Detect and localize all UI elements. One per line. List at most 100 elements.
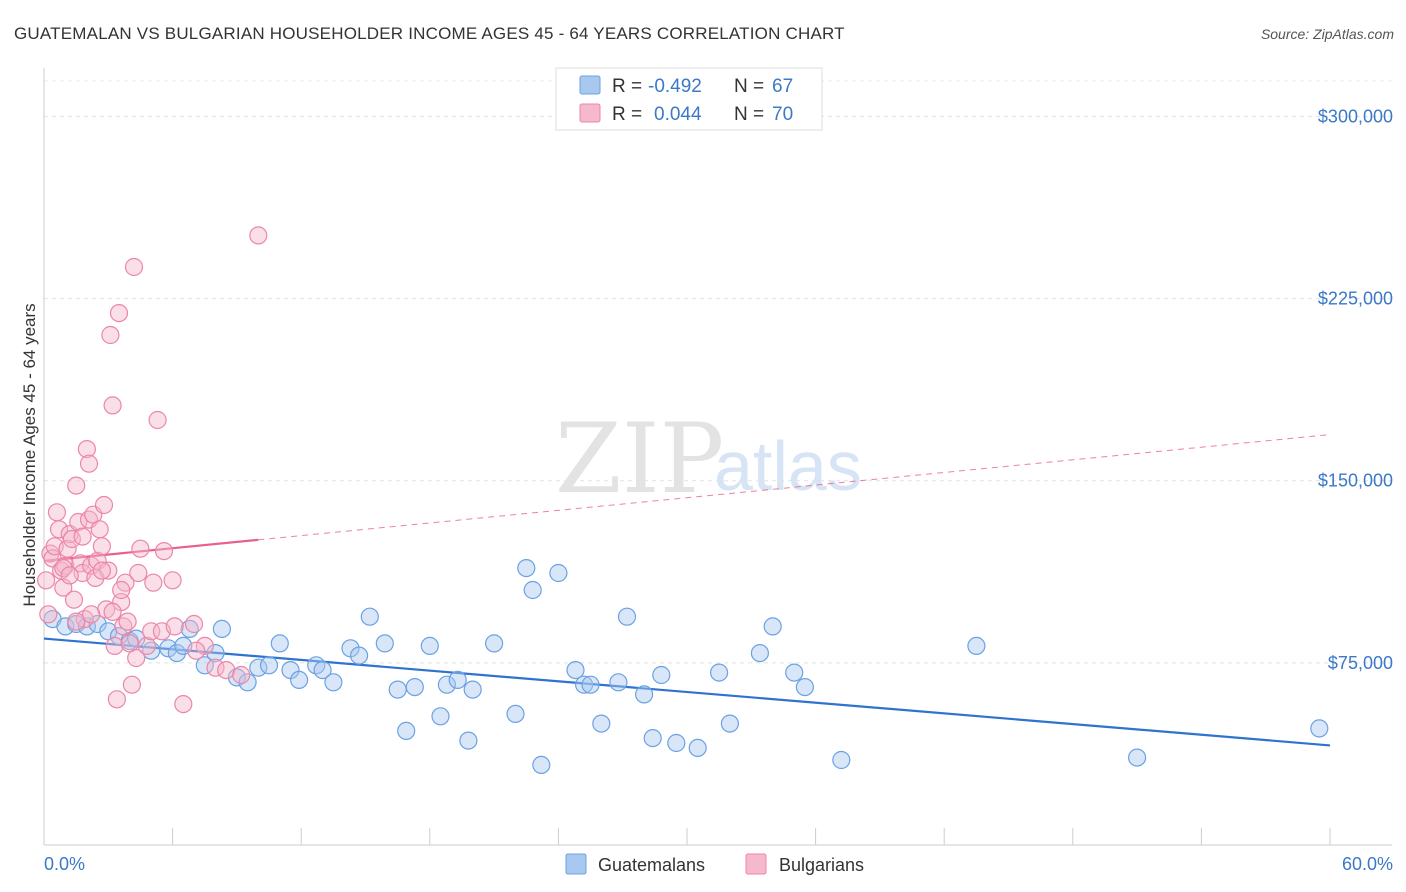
point-bulgarians bbox=[131, 539, 150, 558]
point-bulgarians bbox=[39, 605, 58, 624]
point-guatemalans bbox=[290, 670, 309, 690]
point-bulgarians bbox=[103, 396, 122, 415]
data-points bbox=[36, 226, 1329, 775]
point-bulgarians bbox=[206, 658, 225, 677]
point-guatemalans bbox=[967, 636, 986, 656]
point-guatemalans bbox=[617, 607, 637, 626]
point-guatemalans bbox=[720, 714, 740, 733]
legend-swatch-guatemalans bbox=[579, 75, 601, 95]
legend-label-guatemalans: Guatemalans bbox=[598, 855, 705, 875]
point-guatemalans bbox=[549, 563, 568, 583]
point-bulgarians bbox=[217, 660, 236, 680]
point-guatemalans bbox=[609, 673, 628, 692]
point-guatemalans bbox=[249, 658, 268, 677]
point-guatemalans bbox=[532, 755, 551, 775]
point-bulgarians bbox=[112, 580, 131, 600]
point-guatemalans bbox=[206, 643, 225, 663]
point-bulgarians bbox=[92, 537, 112, 556]
point-bulgarians bbox=[67, 612, 86, 631]
point-bulgarians bbox=[101, 325, 120, 345]
point-bulgarians bbox=[69, 512, 88, 532]
trend-line-guatemalans bbox=[43, 637, 1331, 747]
point-bulgarians bbox=[154, 541, 174, 561]
point-bulgarians bbox=[137, 636, 156, 656]
point-bulgarians bbox=[165, 617, 184, 636]
point-guatemalans bbox=[388, 680, 407, 699]
point-bulgarians bbox=[79, 454, 99, 473]
point-guatemalans bbox=[523, 580, 542, 600]
legend-swatch-guatemalans bbox=[565, 853, 587, 875]
x-tick-min: 0.0% bbox=[44, 854, 85, 874]
point-guatemalans bbox=[795, 677, 815, 697]
point-bulgarians bbox=[107, 690, 127, 709]
legend-n-value: 67 bbox=[772, 76, 793, 97]
point-bulgarians bbox=[249, 226, 268, 245]
point-bulgarians bbox=[67, 476, 86, 495]
legend-r-value: -0.492 bbox=[648, 76, 702, 97]
point-bulgarians bbox=[36, 571, 56, 590]
point-bulgarians bbox=[99, 561, 118, 580]
point-guatemalans bbox=[360, 607, 379, 626]
point-guatemalans bbox=[709, 663, 729, 682]
point-guatemalans bbox=[652, 665, 671, 685]
point-bulgarians bbox=[105, 636, 124, 656]
point-bulgarians bbox=[54, 558, 73, 578]
y-tick-label: $75,000 bbox=[1328, 653, 1393, 673]
point-bulgarians bbox=[49, 520, 69, 539]
point-guatemalans bbox=[212, 619, 231, 639]
x-tick-max: 60.0% bbox=[1342, 854, 1393, 874]
point-guatemalans bbox=[517, 558, 536, 578]
point-bulgarians bbox=[77, 440, 97, 459]
trend-line-bulgarians bbox=[43, 538, 259, 562]
y-tick-label: $225,000 bbox=[1318, 289, 1393, 309]
point-guatemalans bbox=[195, 656, 214, 675]
legend-r-value: 0.044 bbox=[654, 104, 702, 125]
legend-swatch-bulgarians bbox=[579, 103, 601, 123]
point-guatemalans bbox=[643, 728, 662, 748]
point-guatemalans bbox=[566, 660, 585, 680]
point-guatemalans bbox=[459, 731, 478, 750]
point-guatemalans bbox=[785, 663, 804, 682]
point-bulgarians bbox=[148, 410, 167, 430]
trend-lines bbox=[43, 434, 1331, 747]
point-bulgarians bbox=[122, 675, 141, 694]
point-guatemalans bbox=[763, 617, 782, 636]
point-guatemalans bbox=[77, 617, 97, 636]
point-bulgarians bbox=[82, 605, 101, 624]
point-guatemalans bbox=[667, 733, 686, 753]
point-bulgarians bbox=[127, 648, 146, 668]
point-bulgarians bbox=[94, 495, 114, 515]
point-bulgarians bbox=[163, 571, 182, 590]
legend-n-label: N = bbox=[734, 76, 764, 97]
y-axis-label: Householder Income Ages 45 - 64 years bbox=[20, 303, 39, 606]
point-bulgarians bbox=[187, 641, 206, 660]
watermark: ZIP atlas bbox=[555, 403, 862, 515]
point-bulgarians bbox=[62, 529, 82, 549]
point-guatemalans bbox=[159, 639, 178, 658]
point-guatemalans bbox=[375, 634, 394, 653]
point-bulgarians bbox=[195, 636, 214, 656]
point-guatemalans bbox=[506, 704, 525, 724]
point-guatemalans bbox=[350, 646, 369, 665]
watermark-zip: ZIP bbox=[555, 403, 724, 515]
point-guatemalans bbox=[485, 634, 504, 653]
point-bulgarians bbox=[184, 614, 204, 634]
point-guatemalans bbox=[238, 673, 257, 692]
point-bulgarians bbox=[124, 257, 144, 277]
legend-n-value: 70 bbox=[772, 104, 793, 125]
point-bulgarians bbox=[142, 622, 161, 641]
legend-r-label: R = bbox=[612, 104, 642, 125]
point-bulgarians bbox=[90, 520, 109, 539]
point-bulgarians bbox=[118, 612, 137, 631]
point-guatemalans bbox=[634, 685, 654, 704]
legend-swatch-bulgarians bbox=[745, 853, 767, 875]
point-guatemalans bbox=[581, 675, 600, 694]
y-tick-label: $150,000 bbox=[1318, 471, 1393, 491]
point-guatemalans bbox=[405, 677, 424, 697]
point-guatemalans bbox=[324, 673, 343, 692]
point-bulgarians bbox=[144, 573, 163, 592]
correlation-legend: R = -0.492 N = 67 R = 0.044 N = 70 bbox=[555, 67, 823, 131]
point-guatemalans bbox=[420, 636, 439, 656]
point-bulgarians bbox=[174, 694, 193, 714]
point-guatemalans bbox=[313, 660, 332, 680]
